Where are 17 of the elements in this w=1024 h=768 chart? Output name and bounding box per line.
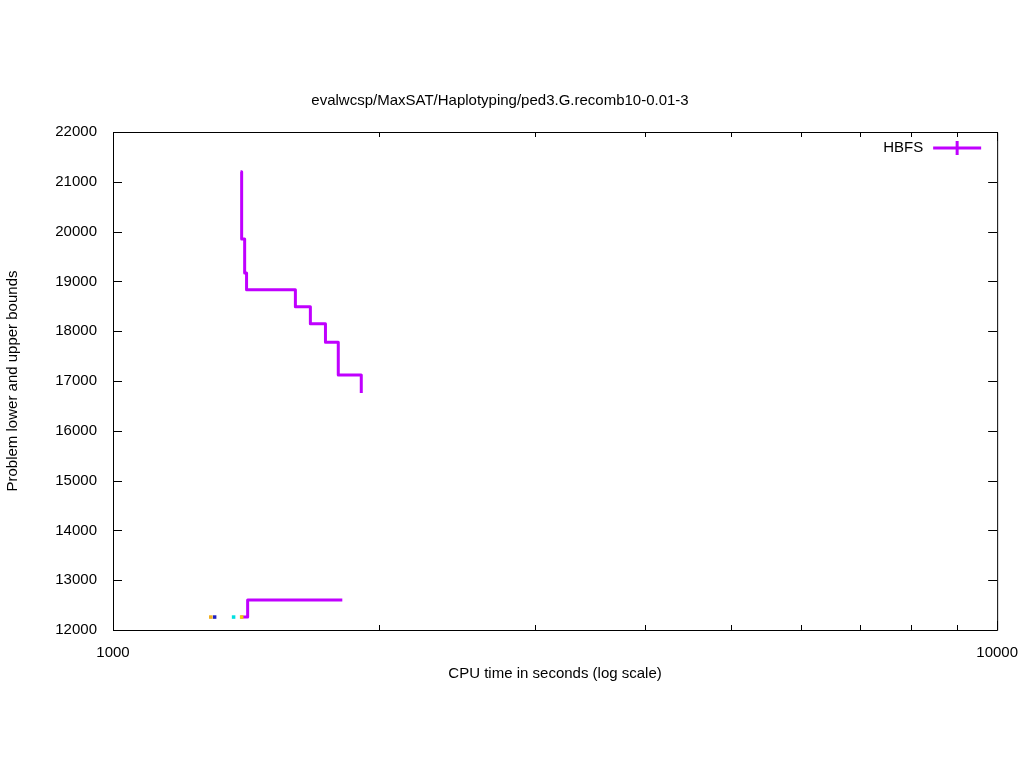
legend-label: HBFS (883, 138, 924, 156)
y-tick-label: 22000 (55, 122, 97, 140)
y-tick-label: 16000 (55, 420, 97, 438)
y-tick-label: 19000 (55, 271, 97, 289)
y-tick-label: 20000 (55, 221, 97, 239)
chart-title: evalwcsp/MaxSAT/Haplotyping/ped3.G.recomb10-0.01-3 (311, 91, 689, 109)
y-tick-label: 12000 (55, 620, 97, 638)
y-tick-label: 13000 (55, 570, 97, 588)
y-axis-title: Problem lower and upper bounds (3, 270, 21, 492)
y-tick-label: 15000 (55, 470, 97, 488)
y-tick-label: 17000 (55, 371, 97, 389)
y-tick-label: 18000 (55, 321, 97, 339)
y-tick-label: 14000 (55, 520, 97, 538)
x-tick-label: 10000 (976, 643, 1018, 661)
y-tick-label: 21000 (55, 171, 97, 189)
x-tick-label: 1000 (96, 643, 130, 661)
x-axis-title: CPU time in seconds (log scale) (448, 664, 662, 682)
